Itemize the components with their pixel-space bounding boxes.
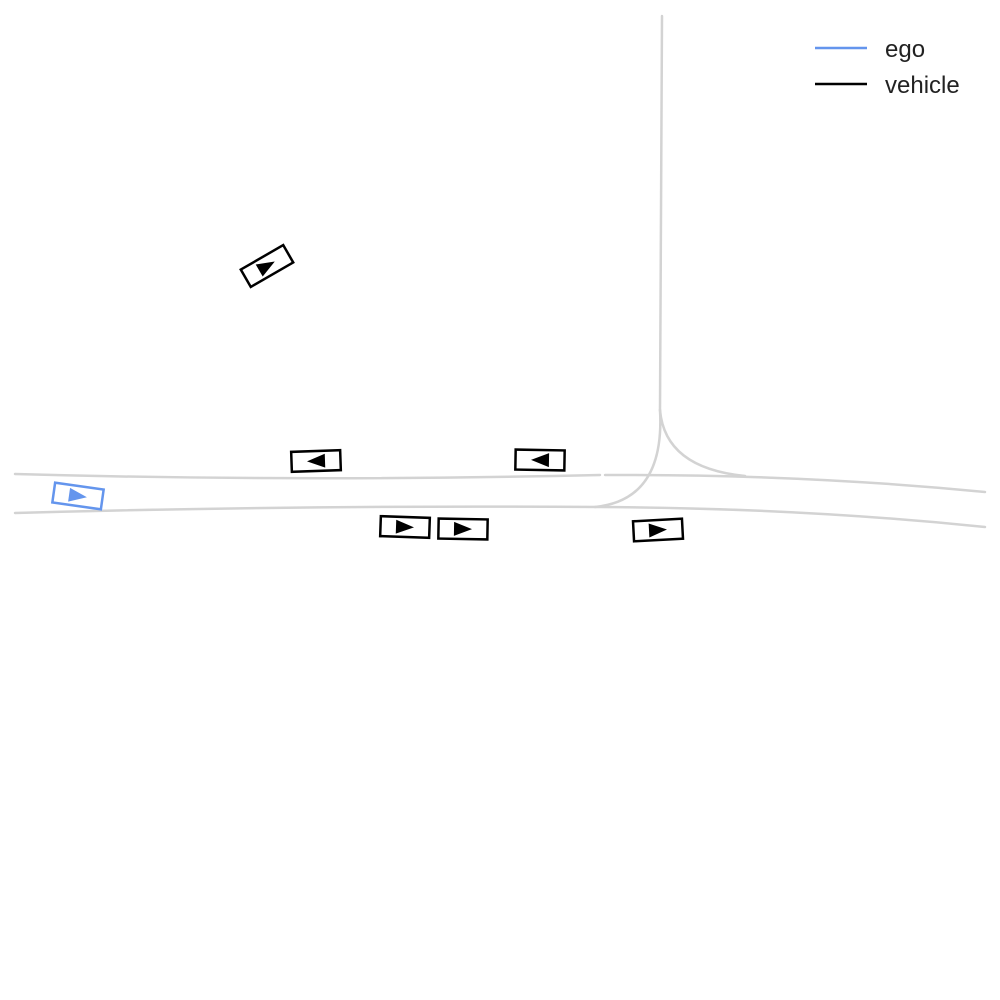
legend-ego-label: ego [885, 36, 925, 63]
vehicle [239, 243, 295, 289]
heading-arrow-icon [255, 261, 275, 277]
vehicle [514, 448, 566, 472]
vehicle [631, 517, 685, 543]
heading-arrow-icon [531, 453, 550, 468]
heading-arrow-icon [648, 523, 667, 538]
road-edge-north-west [13, 472, 602, 480]
legend: ego vehicle [815, 36, 960, 99]
road-edge-north-east [603, 473, 987, 494]
legend-vehicle-label: vehicle [885, 72, 960, 99]
road-network [13, 14, 987, 529]
heading-arrow-icon [68, 487, 87, 502]
vehicle [289, 448, 343, 474]
heading-arrow-icon [307, 453, 326, 468]
ego-vehicle [50, 481, 106, 511]
heading-arrow-icon [453, 521, 472, 536]
turn-curve-west [593, 408, 662, 509]
agents-layer [50, 243, 685, 543]
vehicle [437, 517, 489, 541]
heading-arrow-icon [395, 519, 414, 534]
side-road-edge [658, 14, 664, 412]
turn-curve-east [658, 408, 747, 478]
vehicle [378, 514, 432, 540]
road-edge-south [13, 505, 987, 529]
